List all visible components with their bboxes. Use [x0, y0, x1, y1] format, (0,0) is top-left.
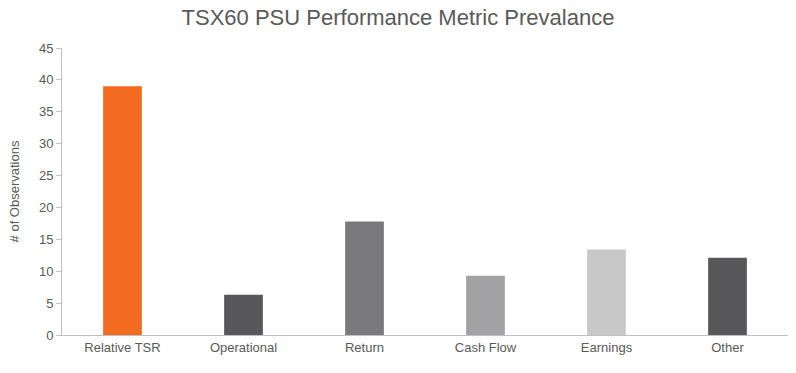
svg-text:30: 30 [39, 136, 53, 151]
svg-text:35: 35 [39, 104, 53, 119]
svg-text:10: 10 [39, 264, 53, 279]
svg-text:5: 5 [46, 296, 53, 311]
svg-text:45: 45 [39, 41, 53, 56]
svg-text:25: 25 [39, 168, 53, 183]
svg-text:Earnings: Earnings [581, 340, 633, 355]
svg-text:15: 15 [39, 232, 53, 247]
svg-text:TSX60 PSU Performance Metric P: TSX60 PSU Performance Metric Prevalance [182, 5, 615, 30]
svg-text:40: 40 [39, 72, 53, 87]
svg-text:# of Observations: # of Observations [7, 140, 22, 242]
svg-text:Operational: Operational [210, 340, 277, 355]
svg-text:Return: Return [345, 340, 384, 355]
svg-text:20: 20 [39, 200, 53, 215]
svg-text:Relative TSR: Relative TSR [84, 340, 160, 355]
svg-text:Cash Flow: Cash Flow [455, 340, 517, 355]
svg-text:Other: Other [711, 340, 744, 355]
svg-text:0: 0 [46, 328, 53, 343]
